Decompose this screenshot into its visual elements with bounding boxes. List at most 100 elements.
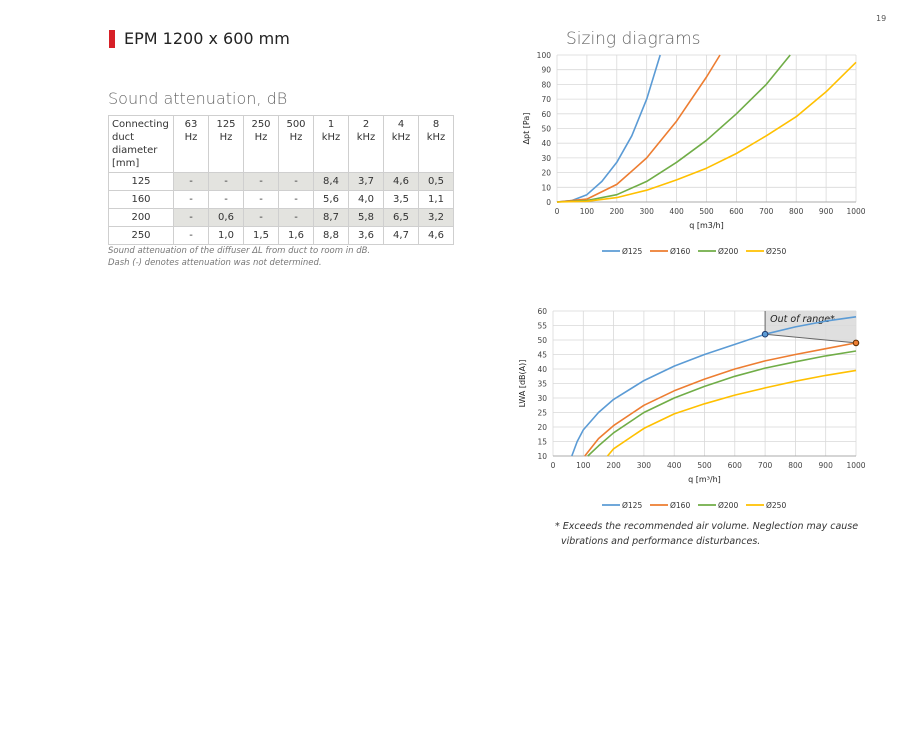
table-header-row: Connecting duct diameter [mm] 63 Hz 125 Hz… bbox=[108, 115, 454, 173]
header-63hz: 63 Hz bbox=[173, 115, 209, 173]
table-cell: 200 bbox=[108, 208, 174, 227]
x-tick-label: 200 bbox=[610, 207, 625, 216]
table-row: 160 - - - - 5,6 4,0 3,5 1,1 bbox=[108, 190, 454, 209]
x-tick-label: 800 bbox=[788, 461, 803, 470]
x-tick-label: 900 bbox=[819, 207, 834, 216]
y-axis-title: LWA [dB(A)] bbox=[518, 360, 527, 408]
x-tick-label: 1000 bbox=[846, 461, 865, 470]
y-tick-label: 40 bbox=[537, 365, 547, 374]
y-tick-label: 100 bbox=[537, 51, 552, 60]
y-tick-label: 60 bbox=[537, 307, 547, 316]
note-line: vibrations and performance disturbances. bbox=[561, 536, 761, 547]
series-line-d160 bbox=[556, 54, 721, 203]
x-tick-label: 100 bbox=[580, 207, 595, 216]
sound-attenuation-title: Sound attenuation, dB bbox=[108, 89, 288, 108]
y-tick-label: 30 bbox=[541, 154, 551, 163]
y-axis-title: Δpt [Pa] bbox=[522, 113, 531, 145]
table-row: 125 - - - - 8,4 3,7 4,6 0,5 bbox=[108, 172, 454, 191]
table-cell: 5,8 bbox=[348, 208, 384, 227]
header-8khz: 8 kHz bbox=[418, 115, 454, 173]
table-row: 200 - 0,6 - - 8,7 5,8 6,5 3,2 bbox=[108, 208, 454, 227]
x-tick-label: 800 bbox=[789, 207, 804, 216]
x-tick-label: 400 bbox=[669, 207, 684, 216]
footnote-line: Sound attenuation of the diffuser ΔL fro… bbox=[108, 246, 371, 256]
out-of-range-note: * Exceeds the recommended air volume. Ne… bbox=[555, 519, 858, 549]
series-line-d200 bbox=[556, 54, 791, 203]
out-of-range-region bbox=[765, 311, 856, 343]
range-limit-marker-out bbox=[852, 339, 860, 347]
header-500hz: 500 Hz bbox=[278, 115, 314, 173]
legend-label: Ø160 bbox=[670, 247, 690, 256]
x-tick-label: 500 bbox=[699, 207, 714, 216]
y-tick-label: 25 bbox=[537, 409, 547, 418]
series-line-d125 bbox=[571, 316, 857, 457]
y-tick-label: 40 bbox=[541, 139, 551, 148]
table-cell: 1,6 bbox=[278, 226, 314, 245]
y-tick-label: 10 bbox=[537, 452, 547, 461]
header-2khz: 2 kHz bbox=[348, 115, 384, 173]
header-125hz: 125 Hz bbox=[208, 115, 244, 173]
y-tick-label: 20 bbox=[541, 169, 551, 178]
x-tick-label: 600 bbox=[728, 461, 743, 470]
y-tick-label: 50 bbox=[537, 336, 547, 345]
header-duct-diameter: Connecting duct diameter [mm] bbox=[108, 115, 174, 173]
table-cell: 3,2 bbox=[418, 208, 454, 227]
table-cell: 3,6 bbox=[348, 226, 384, 245]
x-tick-label: 500 bbox=[697, 461, 712, 470]
y-tick-label: 35 bbox=[537, 380, 547, 389]
y-tick-label: 90 bbox=[541, 66, 551, 75]
x-tick-label: 0 bbox=[551, 461, 556, 470]
table-cell: - bbox=[278, 172, 314, 191]
table-cell: 8,8 bbox=[313, 226, 349, 245]
legend-label: Ø250 bbox=[766, 247, 786, 256]
table-cell: 1,0 bbox=[208, 226, 244, 245]
table-cell: 125 bbox=[108, 172, 174, 191]
legend-label: Ø160 bbox=[670, 501, 690, 510]
table-cell: 4,6 bbox=[418, 226, 454, 245]
footnote-line: Dash (-) denotes attenuation was not det… bbox=[108, 258, 322, 268]
x-tick-label: 400 bbox=[667, 461, 682, 470]
header-line: Connecting bbox=[112, 119, 169, 130]
series-line-d250 bbox=[606, 369, 857, 457]
y-tick-label: 45 bbox=[537, 351, 547, 360]
table-cell: - bbox=[173, 172, 209, 191]
legend-label: Ø200 bbox=[718, 501, 738, 510]
header-line: [mm] bbox=[112, 158, 140, 169]
heading-accent-bar bbox=[109, 30, 115, 48]
sizing-diagrams-title: Sizing diagrams bbox=[566, 29, 701, 49]
x-tick-label: 700 bbox=[759, 207, 774, 216]
y-tick-label: 0 bbox=[546, 198, 551, 207]
x-tick-label: 0 bbox=[555, 207, 560, 216]
table-cell: 8,4 bbox=[313, 172, 349, 191]
header-1khz: 1 kHz bbox=[313, 115, 349, 173]
x-tick-label: 200 bbox=[606, 461, 621, 470]
range-limit-marker-in bbox=[761, 330, 769, 338]
header-4khz: 4 kHz bbox=[383, 115, 419, 173]
series-line-d200 bbox=[587, 350, 857, 457]
note-line: * Exceeds the recommended air volume. Ne… bbox=[555, 521, 859, 532]
y-tick-label: 60 bbox=[541, 110, 551, 119]
y-tick-label: 20 bbox=[537, 423, 547, 432]
product-title: EPM 1200 x 600 mm bbox=[124, 29, 290, 48]
y-tick-label: 50 bbox=[541, 125, 551, 134]
x-axis-title: q [m3/h] bbox=[689, 221, 724, 230]
table-row: 250 - 1,0 1,5 1,6 8,8 3,6 4,7 4,6 bbox=[108, 226, 454, 245]
x-tick-label: 300 bbox=[637, 461, 652, 470]
x-tick-label: 300 bbox=[640, 207, 655, 216]
y-tick-label: 10 bbox=[541, 183, 551, 192]
y-tick-label: 55 bbox=[537, 322, 547, 331]
legend-label: Ø125 bbox=[622, 501, 642, 510]
x-tick-label: 900 bbox=[819, 461, 834, 470]
x-tick-label: 700 bbox=[758, 461, 773, 470]
table-footnote: Sound attenuation of the diffuser ΔL fro… bbox=[108, 245, 370, 269]
x-tick-label: 100 bbox=[576, 461, 591, 470]
out-of-range-label: Out of range* bbox=[770, 314, 835, 325]
header-line: duct bbox=[112, 132, 135, 143]
table-cell: 250 bbox=[108, 226, 174, 245]
legend-label: Ø125 bbox=[622, 247, 642, 256]
series-line-d160 bbox=[584, 342, 857, 457]
x-axis-title: q [m³/h] bbox=[688, 475, 721, 484]
range-connector-line bbox=[765, 333, 857, 344]
